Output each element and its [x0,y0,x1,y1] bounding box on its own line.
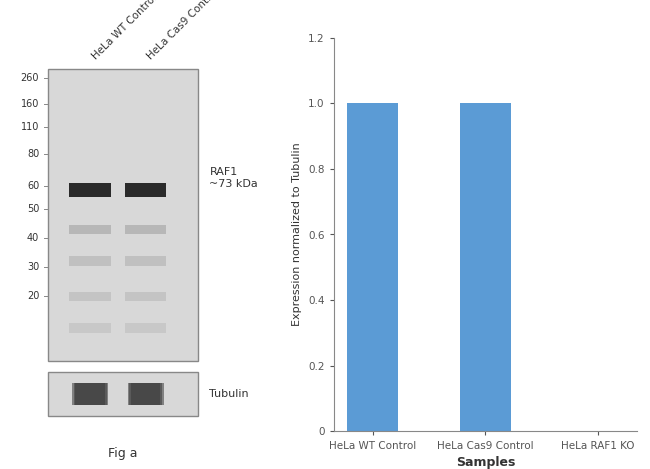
FancyBboxPatch shape [49,372,198,416]
FancyBboxPatch shape [70,183,111,197]
Text: 260: 260 [21,73,39,83]
FancyBboxPatch shape [125,292,166,302]
Text: 30: 30 [27,262,39,272]
FancyBboxPatch shape [125,323,166,333]
Text: 160: 160 [21,99,39,109]
FancyBboxPatch shape [125,256,166,266]
FancyBboxPatch shape [125,183,166,197]
Text: Fig a: Fig a [109,447,138,460]
FancyBboxPatch shape [127,383,161,405]
Text: Tubulin: Tubulin [209,389,249,399]
Y-axis label: Expression normalized to Tubulin: Expression normalized to Tubulin [292,143,302,326]
Text: RAF1
~73 kDa: RAF1 ~73 kDa [209,167,258,189]
FancyBboxPatch shape [74,383,107,405]
X-axis label: Samples: Samples [456,456,515,469]
FancyBboxPatch shape [131,383,164,405]
FancyBboxPatch shape [49,69,198,361]
Text: 110: 110 [21,122,39,132]
Text: 60: 60 [27,181,39,191]
Text: 80: 80 [27,149,39,159]
Text: HeLa WT Control: HeLa WT Control [90,0,159,61]
FancyBboxPatch shape [70,225,111,234]
FancyBboxPatch shape [70,292,111,302]
Text: 40: 40 [27,233,39,243]
Text: 50: 50 [27,204,39,214]
FancyBboxPatch shape [129,383,162,405]
FancyBboxPatch shape [70,256,111,266]
Bar [460,103,511,431]
FancyBboxPatch shape [72,383,105,405]
Bar [348,103,398,431]
Text: 20: 20 [27,291,39,302]
FancyBboxPatch shape [75,383,109,405]
FancyBboxPatch shape [125,225,166,234]
Text: HeLa Cas9 Control: HeLa Cas9 Control [146,0,221,61]
FancyBboxPatch shape [70,323,111,333]
